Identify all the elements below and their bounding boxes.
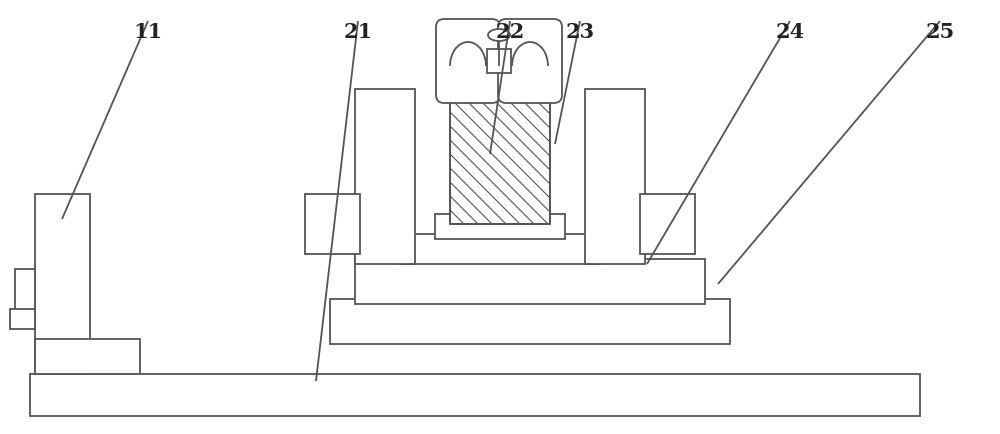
Ellipse shape [488, 30, 510, 42]
Bar [30, 374, 920, 416]
Bar [355, 260, 705, 304]
Bar [400, 234, 600, 264]
Text: 22: 22 [495, 22, 525, 42]
Bar [330, 299, 730, 344]
Text: 11: 11 [133, 22, 163, 42]
Bar [487, 50, 511, 74]
FancyBboxPatch shape [436, 20, 500, 104]
FancyBboxPatch shape [498, 20, 562, 104]
Bar [355, 90, 415, 264]
Bar [435, 214, 565, 240]
Bar [450, 85, 550, 224]
Bar [450, 85, 550, 224]
Text: 23: 23 [565, 22, 595, 42]
Bar [15, 270, 35, 324]
Bar [35, 194, 90, 374]
Text: 25: 25 [925, 22, 955, 42]
Bar [35, 339, 140, 374]
Text: 21: 21 [343, 22, 373, 42]
Bar [585, 90, 645, 264]
Bar [640, 194, 695, 254]
Bar [305, 194, 360, 254]
Bar [10, 309, 35, 329]
Text: 24: 24 [775, 22, 805, 42]
